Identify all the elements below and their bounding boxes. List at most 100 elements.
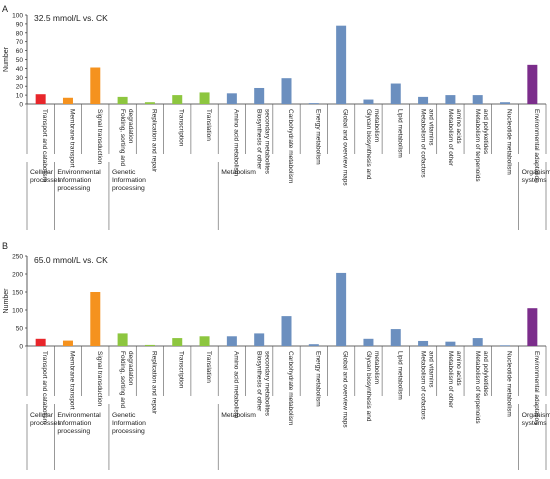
panel-b-bar — [308, 344, 319, 346]
panel-a-title: 32.5 mmol/L vs. CK — [34, 13, 108, 23]
panel-a-category-label: Energy metabolism — [314, 109, 321, 165]
panel-b-category-label: Metabolism of other — [447, 351, 454, 409]
panel-a-category-label: Biosynthesis of other — [256, 109, 263, 170]
panel-a-bar — [390, 83, 401, 104]
panel-b-category-label: Lipid metabolism — [396, 351, 403, 400]
panel-b-y-tick-label: 150 — [12, 290, 23, 297]
panel-a-category-label: Lipid metabolism — [396, 109, 403, 158]
panel-a-bar — [254, 87, 265, 104]
panel-a-bar — [281, 78, 292, 104]
panel-a-category-label: and polyketides — [482, 109, 489, 155]
panel-a-bar — [62, 97, 73, 104]
panel-a-category-label: Signal transduction — [96, 109, 103, 165]
panel-a-group-label: processing — [57, 185, 90, 192]
panel-b-group-label: Metabolism — [221, 412, 256, 419]
panel-b-category-label: Environmental adaptation — [533, 351, 540, 425]
panel-a-category-label: and vitamins — [428, 109, 435, 146]
panel-a-category-label: Transcription — [178, 109, 185, 147]
panel-b-bar — [172, 338, 183, 346]
panel-b-title: 65.0 mmol/L vs. CK — [34, 255, 108, 265]
panel-a-group-label: Information — [112, 177, 146, 184]
panel-a-category-label: degradation — [127, 109, 134, 144]
panel-a-category-label: Folding, sorting and — [119, 109, 126, 166]
panel-a-letter: A — [2, 4, 8, 14]
panel-a-category-label: Environmental adaptation — [533, 109, 540, 183]
panel-b-group-label: Cellular — [30, 412, 54, 419]
panel-b-bar — [527, 308, 538, 346]
panel-a-category-label: Replication and repair — [150, 109, 157, 173]
panel-a-y-tick-label: 0 — [19, 102, 23, 109]
panel-a-category-label: Nucleotide metabolism — [506, 109, 513, 175]
panel-b-category-label: secondary metabolites — [264, 351, 271, 417]
panel-b-bar — [445, 341, 456, 346]
panel-a-y-tick-label: 70 — [16, 39, 24, 46]
panel-b-group-label: systems — [522, 420, 548, 427]
panel-a-bar — [445, 95, 456, 104]
panel-a-bar — [117, 96, 128, 104]
panel-a-group-label: Cellular — [30, 169, 54, 176]
panel-a-group-label: Information — [57, 177, 91, 184]
panel-b-category-label: Metabolism of terpenoids — [474, 351, 481, 424]
panel-a-category-label: amino acids — [455, 109, 462, 144]
panel-b-category-label: Carbohydrate metabolism — [287, 351, 294, 425]
panel-b-category-label: Glycan biosynthesis and — [365, 351, 372, 422]
panel-b-category-label: and polyketides — [482, 351, 489, 397]
panel-b-group-label: processing — [57, 428, 90, 435]
panel-b-group-label: processing — [112, 428, 145, 435]
panel-a-bar — [172, 95, 183, 104]
panel-b-bar — [500, 345, 511, 347]
panel-b-category-label: Replication and repair — [150, 351, 157, 415]
panel-a-group-label: processing — [112, 185, 145, 192]
panel-a-group-label: systems — [522, 177, 548, 184]
panel-b-bar — [199, 336, 210, 346]
panel-a-category-label: secondary metabolites — [264, 109, 271, 175]
panel-a-y-tick-label: 40 — [16, 66, 24, 73]
panel-b-bar — [472, 338, 483, 346]
panel-b-category-label: Translation — [205, 351, 212, 383]
panel-b-category-label: metabolism — [373, 351, 380, 384]
panel-a-bar — [199, 92, 210, 104]
panel-a-y-tick-label: 50 — [16, 57, 24, 64]
panel-a-bar — [90, 67, 101, 104]
panel-b-group-label: Information — [57, 420, 91, 427]
panel-b-y-label: Number — [3, 288, 10, 314]
panel-a-category-label: Metabolism of terpenoids — [474, 109, 481, 182]
panel-a-y-tick-label: 100 — [12, 13, 23, 20]
panel-a-category-label: Carbohydrate metabolism — [287, 109, 294, 183]
panel-a-y-tick-label: 10 — [16, 93, 24, 100]
panel-a-bar — [500, 102, 511, 104]
panel-b-category-label: Global and overview maps — [342, 351, 349, 428]
panel-b-category-label: Energy metabolism — [314, 351, 321, 407]
panel-a-y-tick-label: 60 — [16, 48, 24, 55]
panel-b-letter: B — [2, 241, 8, 251]
panel-b-bar — [35, 338, 46, 346]
panel-b-group-label: processes — [30, 420, 62, 427]
panel-b-category-label: and vitamins — [428, 351, 435, 388]
panel-b-bar — [62, 340, 73, 346]
panel-b-bar — [390, 329, 401, 346]
panel-a-bar — [226, 93, 237, 104]
panel-a-bar — [35, 94, 46, 104]
panel-b-bar — [281, 316, 292, 346]
panel-a-group-label: Metabolism — [221, 169, 256, 176]
panel-b-y-tick-label: 100 — [12, 308, 23, 315]
panel-a-bar — [472, 95, 483, 104]
panel-a-bar — [363, 99, 374, 104]
panel-b-category-label: degradation — [127, 351, 134, 386]
panel-b-bar — [363, 338, 374, 346]
panel-b-category-label: amino acids — [455, 351, 462, 386]
panel-a-bar — [144, 102, 155, 104]
panel-b-group-label: Organismal — [522, 412, 550, 419]
panel-a-category-label: Metabolism of other — [447, 109, 454, 167]
panel-a-category-label: metabolism — [373, 109, 380, 142]
panel-a-y-label: Number — [3, 46, 10, 72]
panel-b-bar — [226, 336, 237, 346]
panel-b-y-tick-label: 0 — [19, 344, 23, 351]
panel-a-group-label: Organismal — [522, 169, 550, 176]
panel-b-category-label: Nucleotide metabolism — [506, 351, 513, 417]
panel-a-category-label: Translation — [205, 109, 212, 141]
panel-b-bar — [144, 344, 155, 346]
panel-b-category-label: Folding, sorting and — [119, 351, 126, 408]
